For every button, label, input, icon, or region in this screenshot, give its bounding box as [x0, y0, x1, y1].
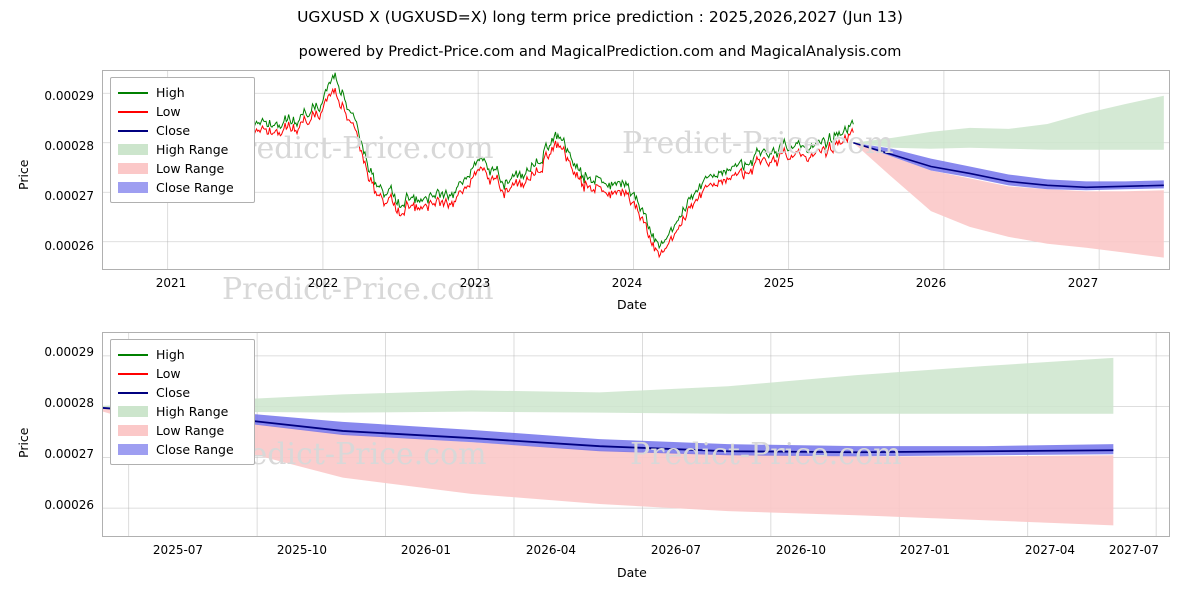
bottom-xtick-8: 2027-07 — [1108, 543, 1160, 557]
top-y-axis-label: Price — [16, 159, 31, 191]
bottom-xtick-2: 2026-01 — [400, 543, 452, 557]
legend-swatch-icon — [118, 424, 148, 437]
legend-swatch-icon — [118, 386, 148, 399]
legend-swatch-icon — [118, 443, 148, 456]
legend-label: High — [156, 347, 185, 362]
top-xtick-6: 2027 — [1067, 276, 1099, 290]
top-chart-plot — [103, 71, 1169, 269]
legend-label: Close — [156, 123, 191, 138]
bottom-xtick-6: 2027-01 — [899, 543, 951, 557]
bottom-xtick-3: 2026-04 — [525, 543, 577, 557]
bottom-chart-axes — [102, 332, 1170, 537]
legend-label: Close Range — [156, 442, 234, 457]
top-x-axis-label: Date — [617, 297, 647, 312]
bottom-ytick-2: 0.00027 — [44, 447, 94, 461]
bottom-xtick-0: 2025-07 — [152, 543, 204, 557]
legend-label: Low Range — [156, 161, 225, 176]
legend-item-low-range: Low Range — [118, 159, 246, 178]
legend-label: High Range — [156, 142, 229, 157]
top-chart-axes — [102, 70, 1170, 270]
legend-label: Close — [156, 385, 191, 400]
legend-swatch-icon — [118, 105, 148, 118]
page-title: UGXUSD X (UGXUSD=X) long term price pred… — [297, 8, 903, 26]
top-xtick-3: 2024 — [611, 276, 643, 290]
legend-label: High — [156, 85, 185, 100]
legend-label: Low — [156, 366, 181, 381]
legend-item-low-range: Low Range — [118, 421, 246, 440]
legend-item-close: Close — [118, 121, 246, 140]
bottom-y-axis-label: Price — [16, 427, 31, 459]
legend-label: Low Range — [156, 423, 225, 438]
legend-swatch-icon — [118, 162, 148, 175]
legend-item-close: Close — [118, 383, 246, 402]
legend-item-high-range: High Range — [118, 140, 246, 159]
legend-label: Low — [156, 104, 181, 119]
bottom-xtick-1: 2025-10 — [276, 543, 328, 557]
top-xtick-2: 2023 — [459, 276, 491, 290]
top-ytick-3: 0.00026 — [44, 239, 94, 253]
bottom-ytick-1: 0.00028 — [44, 396, 94, 410]
bottom-xtick-7: 2027-04 — [1024, 543, 1076, 557]
legend-item-low: Low — [118, 102, 246, 121]
figure-subtitle: powered by Predict-Price.com and Magical… — [298, 44, 902, 60]
top-ytick-2: 0.00027 — [44, 189, 94, 203]
legend-swatch-icon — [118, 348, 148, 361]
legend-label: High Range — [156, 404, 229, 419]
legend-item-close-range: Close Range — [118, 440, 246, 459]
legend-swatch-icon — [118, 405, 148, 418]
legend-item-high-range: High Range — [118, 402, 246, 421]
top-xtick-1: 2022 — [307, 276, 339, 290]
top-xtick-4: 2025 — [763, 276, 795, 290]
legend-swatch-icon — [118, 124, 148, 137]
bottom-xtick-4: 2026-07 — [650, 543, 702, 557]
legend-label: Close Range — [156, 180, 234, 195]
bottom-x-axis-label: Date — [617, 565, 647, 580]
legend-item-high: High — [118, 83, 246, 102]
bottom-chart-legend: High Low Close High Range Low Range Close Ran… — [110, 339, 255, 465]
legend-swatch-icon — [118, 86, 148, 99]
top-chart-legend: High Low Close High Range Low Range Close Ran… — [110, 77, 255, 203]
bottom-chart-plot — [103, 333, 1169, 536]
legend-item-high: High — [118, 345, 246, 364]
legend-item-low: Low — [118, 364, 246, 383]
legend-swatch-icon — [118, 367, 148, 380]
top-xtick-0: 2021 — [155, 276, 187, 290]
top-ytick-0: 0.00029 — [44, 89, 94, 103]
bottom-ytick-0: 0.00029 — [44, 345, 94, 359]
bottom-ytick-3: 0.00026 — [44, 498, 94, 512]
legend-item-close-range: Close Range — [118, 178, 246, 197]
bottom-xtick-5: 2026-10 — [775, 543, 827, 557]
top-xtick-5: 2026 — [915, 276, 947, 290]
legend-swatch-icon — [118, 143, 148, 156]
legend-swatch-icon — [118, 181, 148, 194]
top-ytick-1: 0.00028 — [44, 139, 94, 153]
